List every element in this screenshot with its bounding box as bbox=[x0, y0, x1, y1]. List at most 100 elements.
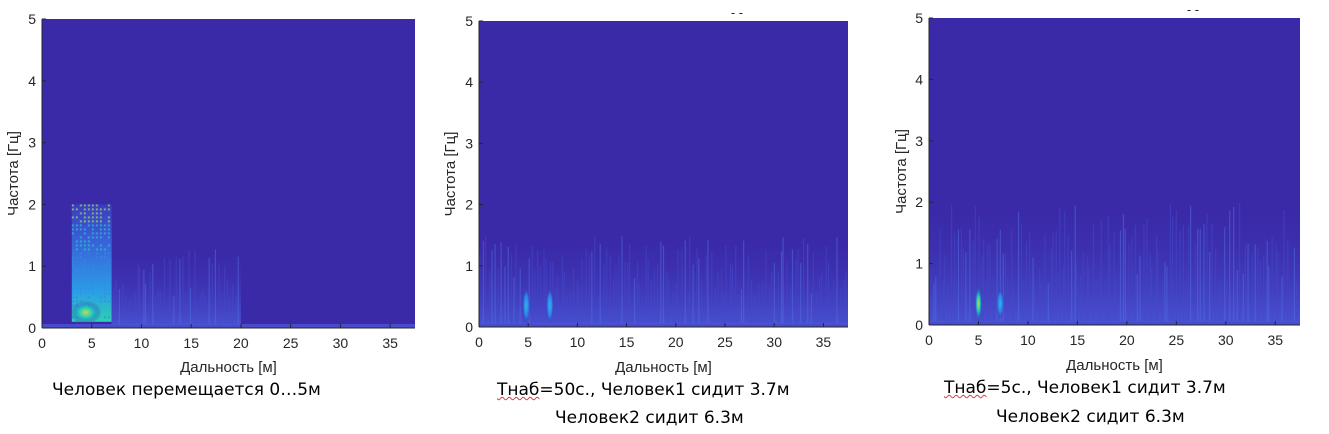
energy-streak bbox=[510, 254, 513, 324]
hot-cell bbox=[99, 216, 102, 219]
energy-streak bbox=[128, 301, 130, 325]
energy-streak bbox=[689, 236, 691, 324]
energy-streak bbox=[1076, 263, 1078, 322]
energy-streak bbox=[1293, 248, 1296, 322]
hot-cell bbox=[87, 244, 90, 247]
energy-streak bbox=[221, 292, 223, 325]
hot-cell bbox=[99, 224, 102, 227]
energy-streak bbox=[735, 246, 737, 324]
hot-cell bbox=[71, 216, 74, 219]
energy-streak bbox=[1164, 262, 1166, 322]
hot-cell bbox=[103, 232, 106, 235]
energy-streak bbox=[1185, 281, 1187, 322]
energy-streak bbox=[1287, 241, 1289, 322]
energy-streak bbox=[672, 290, 674, 324]
energy-streak bbox=[189, 287, 191, 325]
energy-streak bbox=[797, 250, 799, 324]
x-tick-label: 10 bbox=[570, 334, 586, 350]
energy-streak bbox=[696, 248, 698, 324]
hot-cell bbox=[107, 228, 110, 231]
hot-cell bbox=[99, 236, 102, 239]
y-tick-label: 4 bbox=[465, 74, 473, 90]
hot-cell bbox=[95, 224, 98, 227]
caption-panel-3-line-1: Тнаб=5с., Человек1 сидит 3.7м bbox=[944, 378, 1226, 398]
energy-streak bbox=[944, 255, 946, 322]
hot-cell bbox=[83, 244, 86, 247]
energy-streak bbox=[500, 242, 502, 324]
energy-streak bbox=[1224, 227, 1226, 322]
energy-streak bbox=[1128, 243, 1130, 322]
energy-streak bbox=[1151, 267, 1153, 322]
energy-streak bbox=[1268, 266, 1270, 322]
energy-streak bbox=[752, 297, 755, 324]
hot-cell bbox=[99, 220, 102, 223]
hot-cell bbox=[83, 264, 86, 267]
hot-cell bbox=[83, 248, 86, 251]
hot-cell bbox=[91, 284, 94, 287]
energy-streak bbox=[731, 265, 734, 324]
top-mark: - - bbox=[1187, 2, 1199, 17]
energy-streak bbox=[698, 259, 700, 324]
energy-streak bbox=[537, 250, 539, 324]
energy-streak bbox=[1218, 280, 1220, 322]
energy-streak bbox=[939, 229, 941, 322]
y-tick-label: 5 bbox=[915, 10, 923, 26]
x-axis-label: Дальность [м] bbox=[1066, 357, 1163, 374]
hot-cell bbox=[83, 232, 86, 235]
energy-streak bbox=[765, 250, 767, 324]
energy-streak bbox=[1149, 252, 1151, 322]
energy-streak bbox=[960, 228, 963, 322]
hot-cell bbox=[87, 264, 90, 267]
hot-cell bbox=[79, 240, 82, 243]
hot-block-texture bbox=[71, 204, 110, 323]
hot-cell bbox=[79, 292, 82, 295]
hot-cell bbox=[83, 208, 86, 211]
energy-streak bbox=[1295, 282, 1298, 322]
x-tick-label: 5 bbox=[975, 332, 983, 348]
energy-streak bbox=[993, 277, 995, 322]
caption-panel-2-rest: =50с., Человек1 сидит 3.7м bbox=[539, 380, 790, 400]
energy-streak bbox=[1131, 236, 1133, 322]
hot-cell bbox=[79, 236, 82, 239]
energy-streak bbox=[1136, 274, 1138, 322]
hot-cell bbox=[87, 208, 90, 211]
caption-panel-3-rest: =5с., Человек1 сидит 3.7м bbox=[986, 378, 1226, 398]
hot-cell bbox=[95, 252, 98, 255]
energy-streak bbox=[836, 237, 838, 324]
hot-cell bbox=[103, 300, 106, 303]
caption-panel-1: Человек перемещается 0…5м bbox=[52, 380, 321, 400]
hot-cell bbox=[99, 208, 102, 211]
energy-streak bbox=[647, 259, 649, 324]
energy-streak bbox=[202, 289, 204, 325]
energy-streak bbox=[800, 263, 802, 324]
hot-cell bbox=[95, 212, 98, 215]
energy-streak bbox=[1092, 224, 1095, 322]
hot-spike bbox=[522, 287, 531, 324]
energy-streak bbox=[714, 287, 716, 324]
energy-streak bbox=[641, 294, 644, 324]
energy-streak bbox=[650, 279, 652, 324]
energy-streak bbox=[504, 266, 506, 324]
energy-streak bbox=[1206, 213, 1208, 322]
energy-streak bbox=[1215, 247, 1217, 322]
hot-cell bbox=[87, 216, 90, 219]
energy-streak bbox=[1157, 250, 1159, 322]
energy-streak bbox=[1172, 217, 1174, 322]
energy-streak bbox=[833, 280, 835, 324]
energy-streaks bbox=[479, 235, 847, 324]
energy-streak bbox=[830, 290, 832, 324]
energy-streak bbox=[845, 273, 847, 324]
energy-streak bbox=[668, 279, 670, 324]
hot-cell bbox=[107, 224, 110, 227]
hot-cell bbox=[83, 204, 86, 207]
hot-cell bbox=[95, 248, 98, 251]
caption-panel-2-line-2: Человек2 сидит 6.3м bbox=[555, 408, 744, 428]
energy-streak bbox=[677, 250, 679, 324]
energy-streak bbox=[188, 250, 190, 325]
energy-streak bbox=[740, 289, 743, 324]
energy-streak bbox=[1211, 224, 1213, 322]
energy-streak bbox=[1067, 234, 1069, 322]
energy-streak bbox=[723, 290, 725, 324]
energy-streak bbox=[169, 258, 171, 325]
energy-streak bbox=[978, 216, 980, 322]
